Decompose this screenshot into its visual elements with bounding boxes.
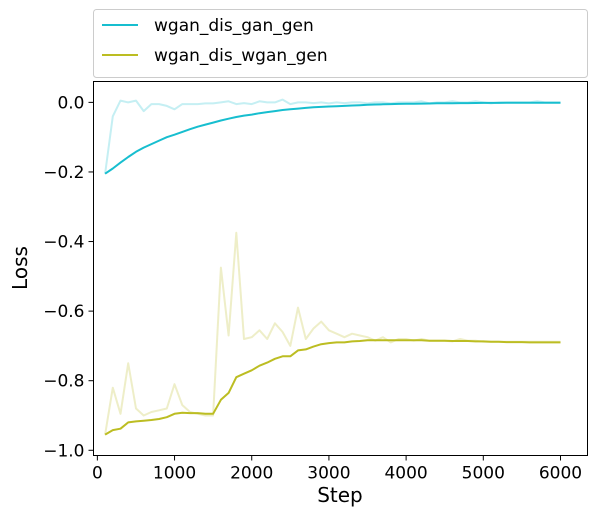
y-tick-label: −0.4 <box>43 233 84 253</box>
plot-area-frame <box>93 81 588 456</box>
raw-line-series-0 <box>104 98 561 174</box>
raw-lines <box>104 98 561 435</box>
x-axis-ticks: 0 1000 2000 3000 4000 5000 6000 <box>92 455 582 484</box>
y-axis-label: Loss <box>8 246 32 290</box>
x-tick-label: 5000 <box>462 464 505 484</box>
x-tick-label: 3000 <box>307 464 350 484</box>
x-tick-label: 6000 <box>539 464 582 484</box>
y-tick-label: −0.8 <box>43 372 84 392</box>
x-axis-label: Step <box>317 483 363 507</box>
legend-label-series-0: wgan_dis_gan_gen <box>154 16 314 36</box>
x-tick-label: 4000 <box>384 464 427 484</box>
y-tick-label: 0.0 <box>57 93 84 113</box>
y-tick-label: −1.0 <box>43 441 84 461</box>
x-tick-label: 1000 <box>153 464 196 484</box>
legend-label-series-1: wgan_dis_wgan_gen <box>154 46 328 66</box>
y-tick-label: −0.6 <box>43 302 84 322</box>
smoothed-lines <box>104 101 561 436</box>
y-axis-ticks: 0.0 −0.2 −0.4 −0.6 −0.8 −1.0 <box>43 93 94 461</box>
smoothed-line-series-1 <box>104 339 561 436</box>
raw-line-series-1 <box>104 231 561 435</box>
legend-frame <box>93 9 588 78</box>
x-tick-label: 0 <box>92 464 103 484</box>
smoothed-line-series-0 <box>104 101 561 175</box>
y-tick-label: −0.2 <box>43 163 84 183</box>
x-tick-label: 2000 <box>230 464 273 484</box>
legend: wgan_dis_gan_gen wgan_dis_wgan_gen <box>93 9 588 78</box>
